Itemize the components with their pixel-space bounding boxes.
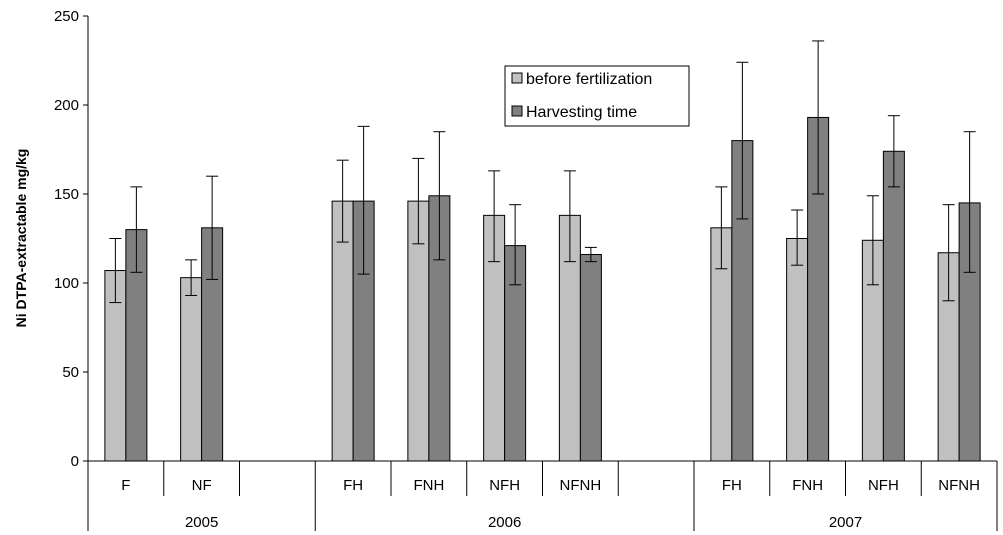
x-group-label-2007: 2007	[829, 514, 862, 531]
bar-before-fertilization-fnh-9	[786, 238, 809, 462]
x-tick-label-fnh-9: FNH	[792, 477, 823, 494]
y-tick-label-0: 0	[71, 453, 79, 470]
legend: before fertilization Harvesting time	[504, 65, 690, 127]
legend-box	[504, 65, 690, 127]
x-tick-label-fnh-4: FNH	[413, 477, 444, 494]
x-tick-label-nfnh-6: NFNH	[560, 477, 602, 494]
legend-swatch-before-fertilization	[511, 72, 523, 84]
legend-label-before-fertilization: before fertilization	[526, 71, 652, 88]
y-tick-label-50: 50	[62, 364, 79, 381]
x-tick-label-nf-1: NF	[192, 477, 212, 494]
bar-harvesting-time-nfnh-6	[579, 254, 602, 462]
x-tick-label-nfh-5: NFH	[489, 477, 520, 494]
x-tick-label-f-0: F	[121, 477, 130, 494]
x-group-label-2005: 2005	[185, 514, 218, 531]
x-tick-label-nfh-10: NFH	[868, 477, 899, 494]
x-group-label-2006: 2006	[488, 514, 521, 531]
y-tick-label-250: 250	[54, 8, 79, 25]
x-tick-label-nfnh-11: NFNH	[938, 477, 980, 494]
bar-harvesting-time-nfh-10	[882, 150, 905, 462]
y-axis-label: Ni DTPA-extractable mg/kg	[13, 149, 29, 328]
x-tick-label-fh-8: FH	[722, 477, 742, 494]
x-tick-label-fh-3: FH	[343, 477, 363, 494]
bar-before-fertilization-nf-1	[180, 277, 203, 462]
y-tick-label-100: 100	[54, 275, 79, 292]
plot-area	[104, 40, 981, 462]
legend-label-harvesting-time: Harvesting time	[526, 104, 637, 121]
axes: 0 50 100 150 200 250 F NF FH FNH NFH NFNH FH FNH NFH NF…	[54, 8, 998, 531]
y-tick-label-200: 200	[54, 97, 79, 114]
y-tick-label-150: 150	[54, 186, 79, 203]
legend-swatch-harvesting-time	[511, 105, 523, 117]
